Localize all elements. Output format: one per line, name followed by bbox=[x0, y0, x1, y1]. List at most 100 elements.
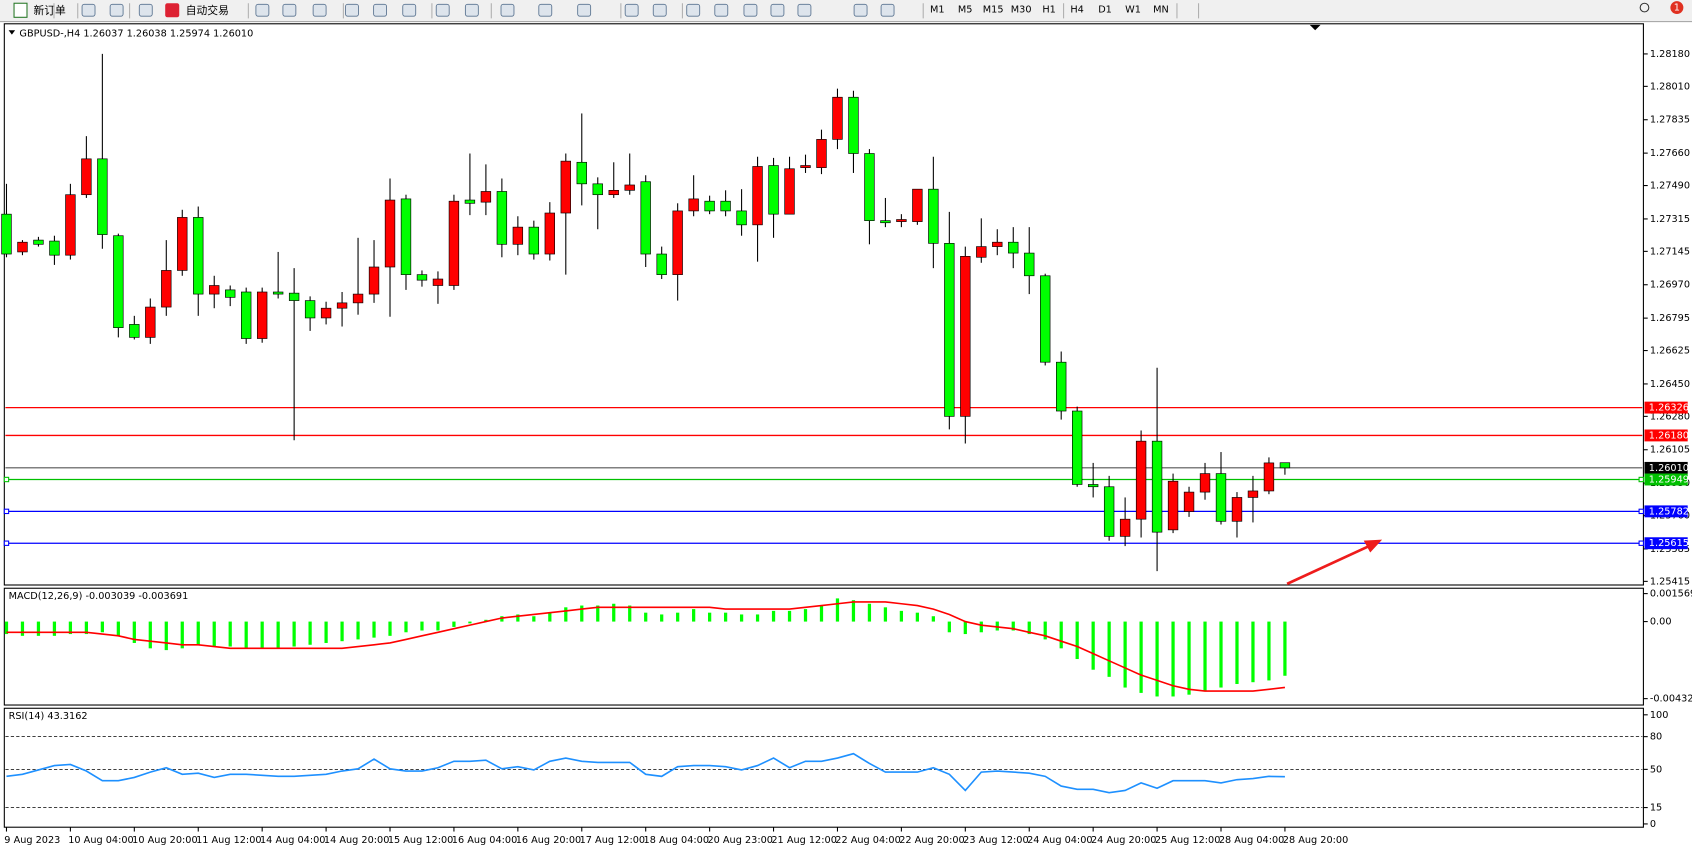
autotrade-icon[interactable] bbox=[165, 3, 180, 18]
level-label-box bbox=[1644, 401, 1688, 414]
candle-body bbox=[416, 274, 428, 281]
candle-body bbox=[672, 210, 683, 275]
toolbar-icon[interactable] bbox=[577, 3, 592, 17]
candle-body bbox=[752, 166, 763, 226]
candle-body bbox=[1151, 440, 1163, 533]
search-icon[interactable] bbox=[1639, 2, 1650, 13]
macd-bar bbox=[244, 621, 248, 649]
toolbar-icon[interactable] bbox=[853, 3, 868, 17]
macd-bar bbox=[963, 621, 967, 635]
macd-bar bbox=[612, 603, 616, 622]
candle-body bbox=[352, 293, 364, 304]
macd-title: MACD(12,26,9) -0.003039 -0.003691 bbox=[9, 591, 189, 602]
toolbar-icon[interactable] bbox=[402, 3, 417, 17]
macd-bar bbox=[68, 621, 73, 635]
toolbar-icon[interactable] bbox=[435, 3, 450, 17]
timeframe-button[interactable]: M5 bbox=[958, 5, 973, 16]
toolbar-icon[interactable] bbox=[743, 3, 758, 17]
y-tick-label: 1.27490 bbox=[1650, 181, 1690, 192]
candle-body bbox=[1, 213, 12, 255]
candle-body bbox=[896, 219, 907, 222]
macd-bar bbox=[180, 621, 184, 649]
macd-bar bbox=[819, 605, 824, 622]
toolbar-icon[interactable] bbox=[652, 3, 667, 17]
toolbar-icon[interactable] bbox=[538, 3, 553, 17]
macd-bar bbox=[292, 621, 296, 647]
macd-signal-line bbox=[6, 601, 1286, 692]
x-tick-label: 24 Aug 20:00 bbox=[1091, 835, 1156, 846]
timeframe-button[interactable]: M15 bbox=[983, 5, 1004, 16]
candle-body bbox=[272, 291, 284, 295]
macd-bar bbox=[356, 621, 360, 640]
macd-bar bbox=[1059, 621, 1063, 649]
level-label: 1.26180 bbox=[1649, 430, 1689, 441]
toolbar-icon[interactable] bbox=[714, 3, 729, 17]
timeframe-button[interactable]: D1 bbox=[1098, 5, 1112, 16]
candle-body bbox=[17, 241, 28, 253]
toolbar-icon[interactable] bbox=[373, 3, 387, 17]
rsi-line bbox=[6, 752, 1285, 794]
candle-body bbox=[832, 96, 843, 140]
macd-bar bbox=[787, 610, 792, 622]
x-tick-label: 23 Aug 12:00 bbox=[963, 835, 1028, 846]
candle-body bbox=[193, 217, 204, 295]
candle-body bbox=[1263, 462, 1275, 492]
level-label: 1.25615 bbox=[1649, 538, 1689, 549]
candle-body bbox=[49, 240, 60, 256]
toolbar-icon[interactable] bbox=[880, 3, 895, 17]
timeframe-button[interactable]: H4 bbox=[1070, 5, 1083, 16]
macd-bar bbox=[1235, 621, 1239, 684]
toolbar-icon[interactable] bbox=[255, 3, 270, 17]
new-order-icon[interactable] bbox=[13, 2, 28, 18]
candle-body bbox=[1279, 462, 1291, 469]
macd-bar bbox=[883, 607, 888, 622]
candle-body bbox=[976, 246, 987, 258]
autotrade-button[interactable]: 自动交易 bbox=[186, 3, 229, 17]
candle-body bbox=[512, 226, 524, 245]
x-tick-label: 16 Aug 20:00 bbox=[516, 835, 581, 846]
timeframe-button[interactable]: M1 bbox=[930, 5, 945, 16]
timeframe-button[interactable]: W1 bbox=[1125, 5, 1141, 16]
timeframe-button[interactable]: M30 bbox=[1011, 5, 1032, 16]
notification-badge[interactable] bbox=[1670, 1, 1684, 15]
y-tick-label: 80 bbox=[1650, 732, 1662, 743]
toolbar-icon[interactable] bbox=[797, 3, 812, 17]
macd-bar bbox=[1011, 621, 1015, 631]
timeframe-button[interactable]: H1 bbox=[1042, 5, 1055, 16]
level-label-box bbox=[1644, 461, 1688, 474]
macd-bar bbox=[532, 616, 536, 622]
y-tick-label: 100 bbox=[1650, 710, 1669, 721]
x-tick-label: 9 Aug 2023 bbox=[4, 835, 60, 846]
toolbar-icon[interactable] bbox=[312, 3, 327, 17]
candle-body bbox=[129, 324, 140, 338]
macd-bar bbox=[404, 621, 408, 633]
toolbar-icon[interactable] bbox=[500, 3, 515, 17]
macd-bar bbox=[4, 621, 9, 635]
candle-body bbox=[1135, 440, 1147, 520]
rsi-panel bbox=[3, 707, 1644, 828]
candle-body bbox=[81, 158, 92, 196]
x-tick-label: 24 Aug 04:00 bbox=[1027, 835, 1092, 846]
toolbar-icon[interactable] bbox=[464, 3, 479, 17]
candle-body bbox=[304, 300, 316, 319]
y-tick-label: 0 bbox=[1650, 819, 1656, 830]
new-order-button[interactable]: 新订单 bbox=[33, 3, 66, 17]
candle-body bbox=[864, 153, 875, 221]
toolbar-icon[interactable] bbox=[282, 3, 297, 17]
toolbar-icon[interactable] bbox=[345, 3, 359, 17]
toolbar-icon[interactable] bbox=[770, 3, 785, 17]
macd-bar bbox=[995, 621, 999, 631]
y-tick-label: 1.26105 bbox=[1650, 445, 1690, 456]
notification-count[interactable]: 1 bbox=[1674, 3, 1680, 14]
macd-bar bbox=[164, 621, 168, 651]
toolbar-icon[interactable] bbox=[109, 3, 124, 17]
toolbar-icon[interactable] bbox=[624, 3, 639, 17]
macd-bar bbox=[580, 605, 584, 622]
toolbar-icon[interactable] bbox=[686, 3, 701, 17]
toolbar-icon[interactable] bbox=[138, 3, 153, 17]
macd-bar bbox=[116, 621, 120, 636]
timeframe-button[interactable]: MN bbox=[1153, 5, 1169, 16]
candle-body bbox=[688, 198, 699, 212]
toolbar-icon[interactable] bbox=[81, 3, 96, 17]
y-tick-label: 1.27315 bbox=[1650, 214, 1690, 225]
